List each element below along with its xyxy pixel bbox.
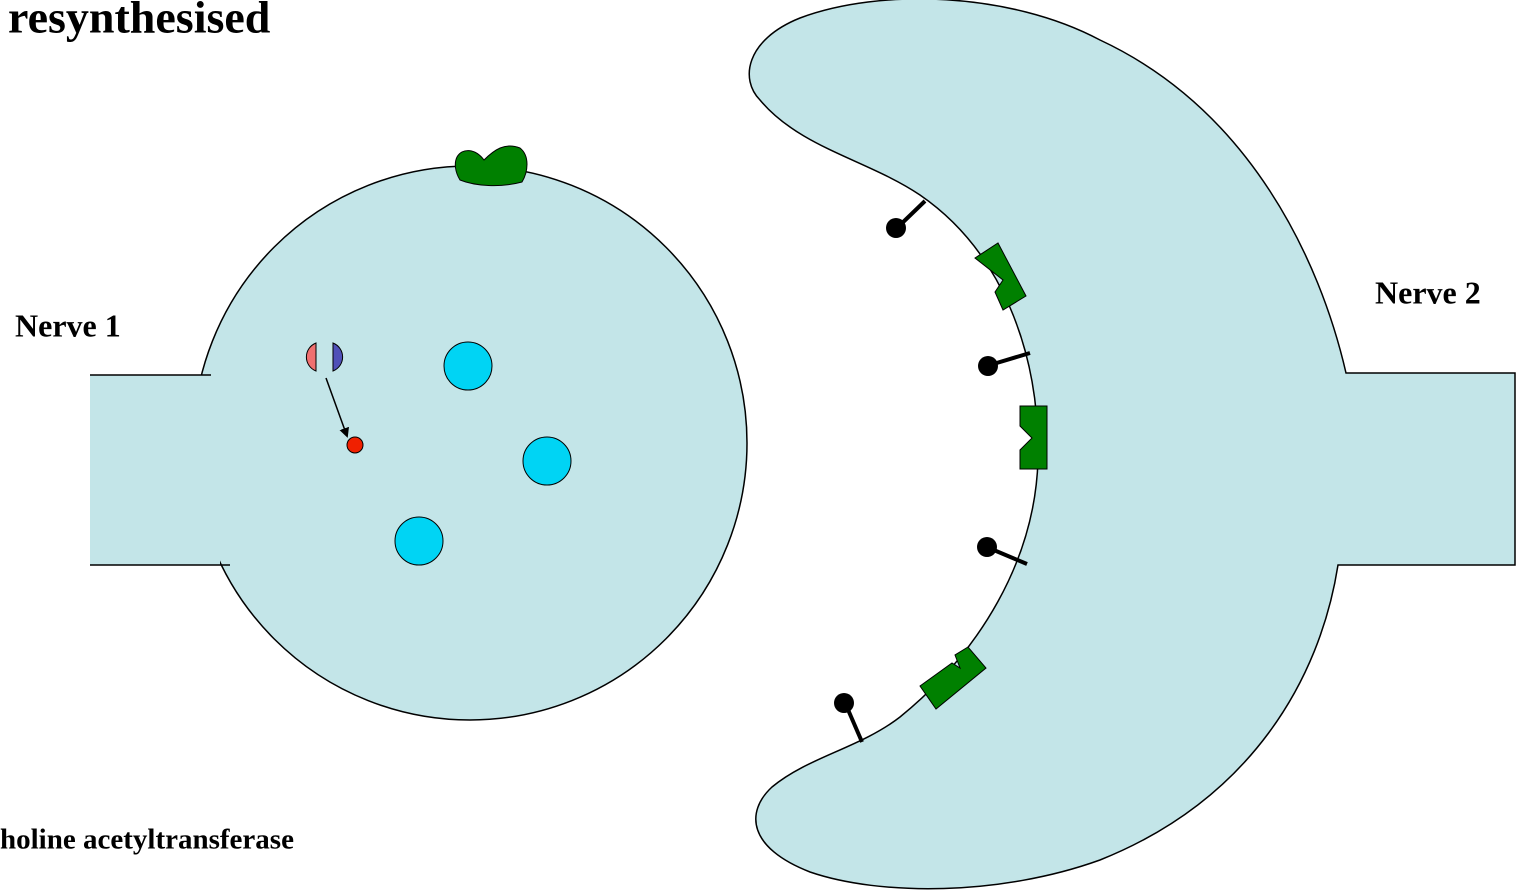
esterase — [455, 146, 527, 186]
acetylcholine — [347, 437, 363, 453]
receptor — [1020, 406, 1047, 469]
vesicle — [444, 342, 492, 390]
vesicle — [523, 437, 571, 485]
label: Nerve 1 — [15, 307, 121, 343]
diagram: resynthesised Nerve 1 Nerve 2 holine ace… — [0, 0, 1528, 893]
caption: holine acetyltransferase — [0, 824, 294, 856]
vesicle — [395, 517, 443, 565]
molecule-head — [886, 218, 906, 238]
title: resynthesised — [8, 0, 271, 43]
nerve-1-terminal — [90, 166, 747, 720]
molecule-head — [977, 537, 997, 557]
molecule-head — [834, 693, 854, 713]
nerve-2-terminal — [749, 0, 1515, 889]
label: Nerve 2 — [1375, 274, 1481, 310]
molecule-head — [978, 356, 998, 376]
